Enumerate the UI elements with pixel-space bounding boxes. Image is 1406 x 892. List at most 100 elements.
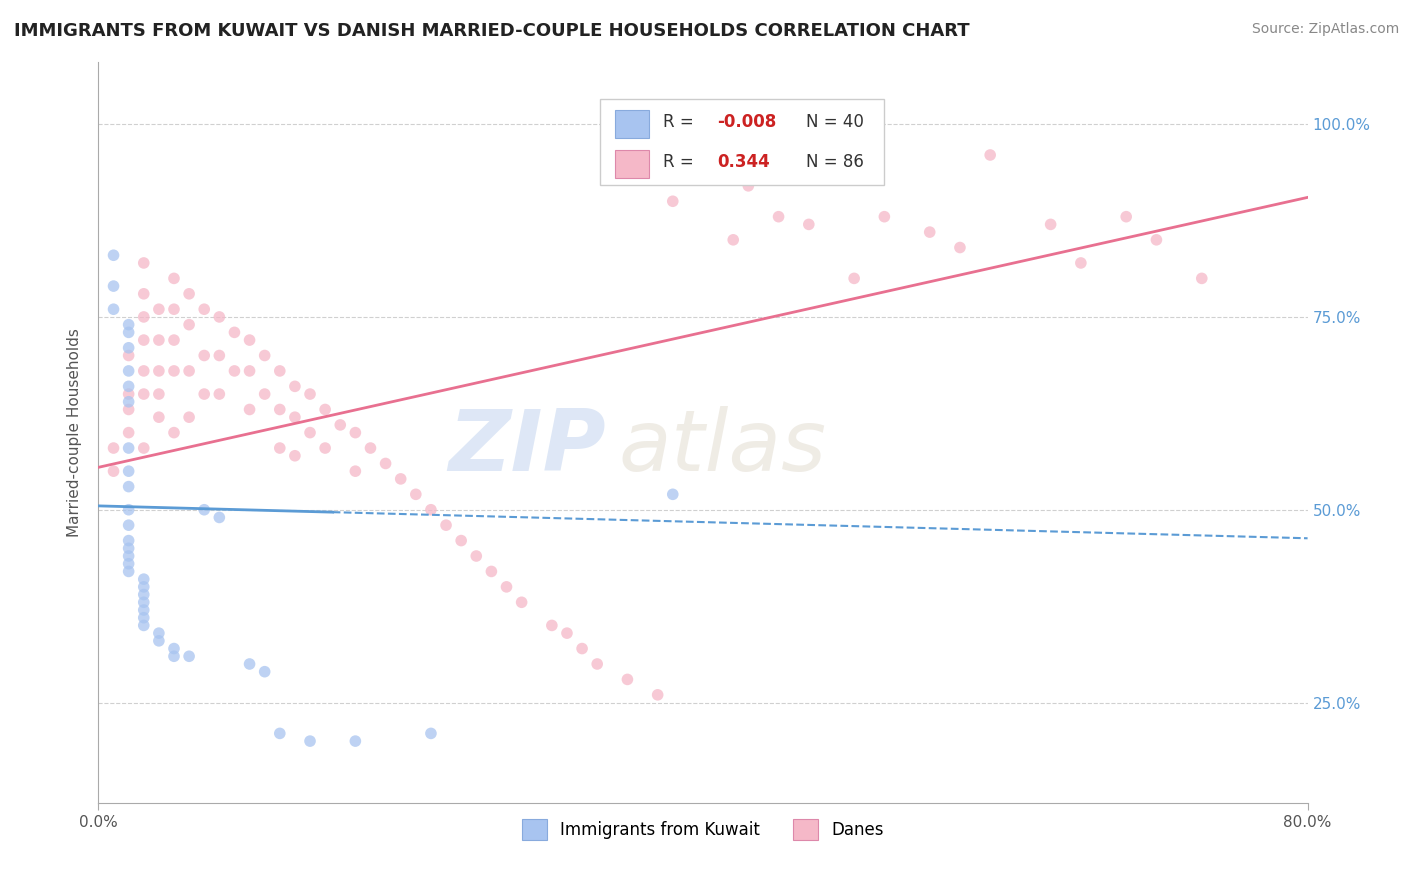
- Point: [1039, 218, 1062, 232]
- Point: [284, 410, 307, 425]
- Point: [103, 302, 125, 317]
- Point: [434, 518, 457, 533]
- Point: [253, 349, 276, 363]
- Point: [103, 279, 125, 293]
- Point: [132, 611, 155, 625]
- Point: [132, 618, 155, 632]
- Point: [269, 402, 291, 417]
- Point: [344, 464, 367, 478]
- Point: [148, 387, 170, 401]
- Point: [481, 565, 503, 579]
- FancyBboxPatch shape: [600, 99, 884, 185]
- Point: [118, 441, 141, 455]
- Point: [918, 225, 941, 239]
- Point: [299, 387, 322, 401]
- Point: [540, 618, 562, 632]
- Point: [239, 657, 262, 671]
- Point: [269, 726, 291, 740]
- Point: [163, 333, 186, 347]
- Point: [118, 549, 141, 563]
- Point: [132, 441, 155, 455]
- Point: [118, 541, 141, 556]
- Point: [118, 326, 141, 340]
- Point: [132, 387, 155, 401]
- Point: [179, 649, 201, 664]
- Point: [179, 286, 201, 301]
- Point: [284, 449, 307, 463]
- Point: [193, 349, 215, 363]
- FancyBboxPatch shape: [614, 110, 648, 137]
- Point: [132, 364, 155, 378]
- Point: [132, 588, 155, 602]
- Point: [647, 688, 669, 702]
- Point: [132, 333, 155, 347]
- Point: [979, 148, 1001, 162]
- Point: [873, 210, 896, 224]
- Point: [118, 533, 141, 548]
- Text: IMMIGRANTS FROM KUWAIT VS DANISH MARRIED-COUPLE HOUSEHOLDS CORRELATION CHART: IMMIGRANTS FROM KUWAIT VS DANISH MARRIED…: [14, 22, 970, 40]
- Text: N = 86: N = 86: [806, 153, 863, 170]
- Point: [768, 210, 790, 224]
- Point: [239, 333, 262, 347]
- Point: [179, 364, 201, 378]
- Point: [118, 557, 141, 571]
- Point: [118, 341, 141, 355]
- Point: [163, 364, 186, 378]
- Text: ZIP: ZIP: [449, 406, 606, 489]
- Point: [661, 194, 683, 209]
- Point: [132, 580, 155, 594]
- Point: [329, 417, 352, 432]
- Point: [420, 502, 443, 516]
- Text: -0.008: -0.008: [717, 112, 776, 130]
- Point: [118, 364, 141, 378]
- Point: [1191, 271, 1213, 285]
- Point: [193, 387, 215, 401]
- Point: [118, 518, 141, 533]
- Point: [571, 641, 593, 656]
- FancyBboxPatch shape: [614, 150, 648, 178]
- Point: [103, 464, 125, 478]
- Point: [148, 633, 170, 648]
- Point: [132, 286, 155, 301]
- Point: [148, 410, 170, 425]
- Point: [118, 318, 141, 332]
- Text: Source: ZipAtlas.com: Source: ZipAtlas.com: [1251, 22, 1399, 37]
- Point: [389, 472, 412, 486]
- Point: [495, 580, 517, 594]
- Point: [103, 248, 125, 262]
- Point: [224, 326, 246, 340]
- Point: [314, 402, 336, 417]
- Point: [163, 649, 186, 664]
- Point: [616, 673, 638, 687]
- Text: 0.344: 0.344: [717, 153, 770, 170]
- Point: [450, 533, 472, 548]
- Point: [118, 502, 141, 516]
- Text: R =: R =: [664, 112, 699, 130]
- Point: [118, 464, 141, 478]
- Point: [208, 310, 231, 324]
- Point: [163, 641, 186, 656]
- Point: [314, 441, 336, 455]
- Point: [118, 480, 141, 494]
- Legend: Immigrants from Kuwait, Danes: Immigrants from Kuwait, Danes: [515, 813, 891, 847]
- Point: [844, 271, 866, 285]
- Point: [118, 402, 141, 417]
- Point: [1070, 256, 1092, 270]
- Point: [148, 302, 170, 317]
- Point: [586, 657, 609, 671]
- Point: [118, 349, 141, 363]
- Point: [132, 256, 155, 270]
- Point: [737, 178, 759, 193]
- Point: [118, 565, 141, 579]
- Text: R =: R =: [664, 153, 704, 170]
- Point: [1144, 233, 1167, 247]
- Point: [148, 626, 170, 640]
- Point: [360, 441, 382, 455]
- Point: [344, 734, 367, 748]
- Point: [723, 233, 745, 247]
- Point: [510, 595, 533, 609]
- Point: [148, 364, 170, 378]
- Point: [118, 379, 141, 393]
- Text: N = 40: N = 40: [806, 112, 863, 130]
- Point: [163, 302, 186, 317]
